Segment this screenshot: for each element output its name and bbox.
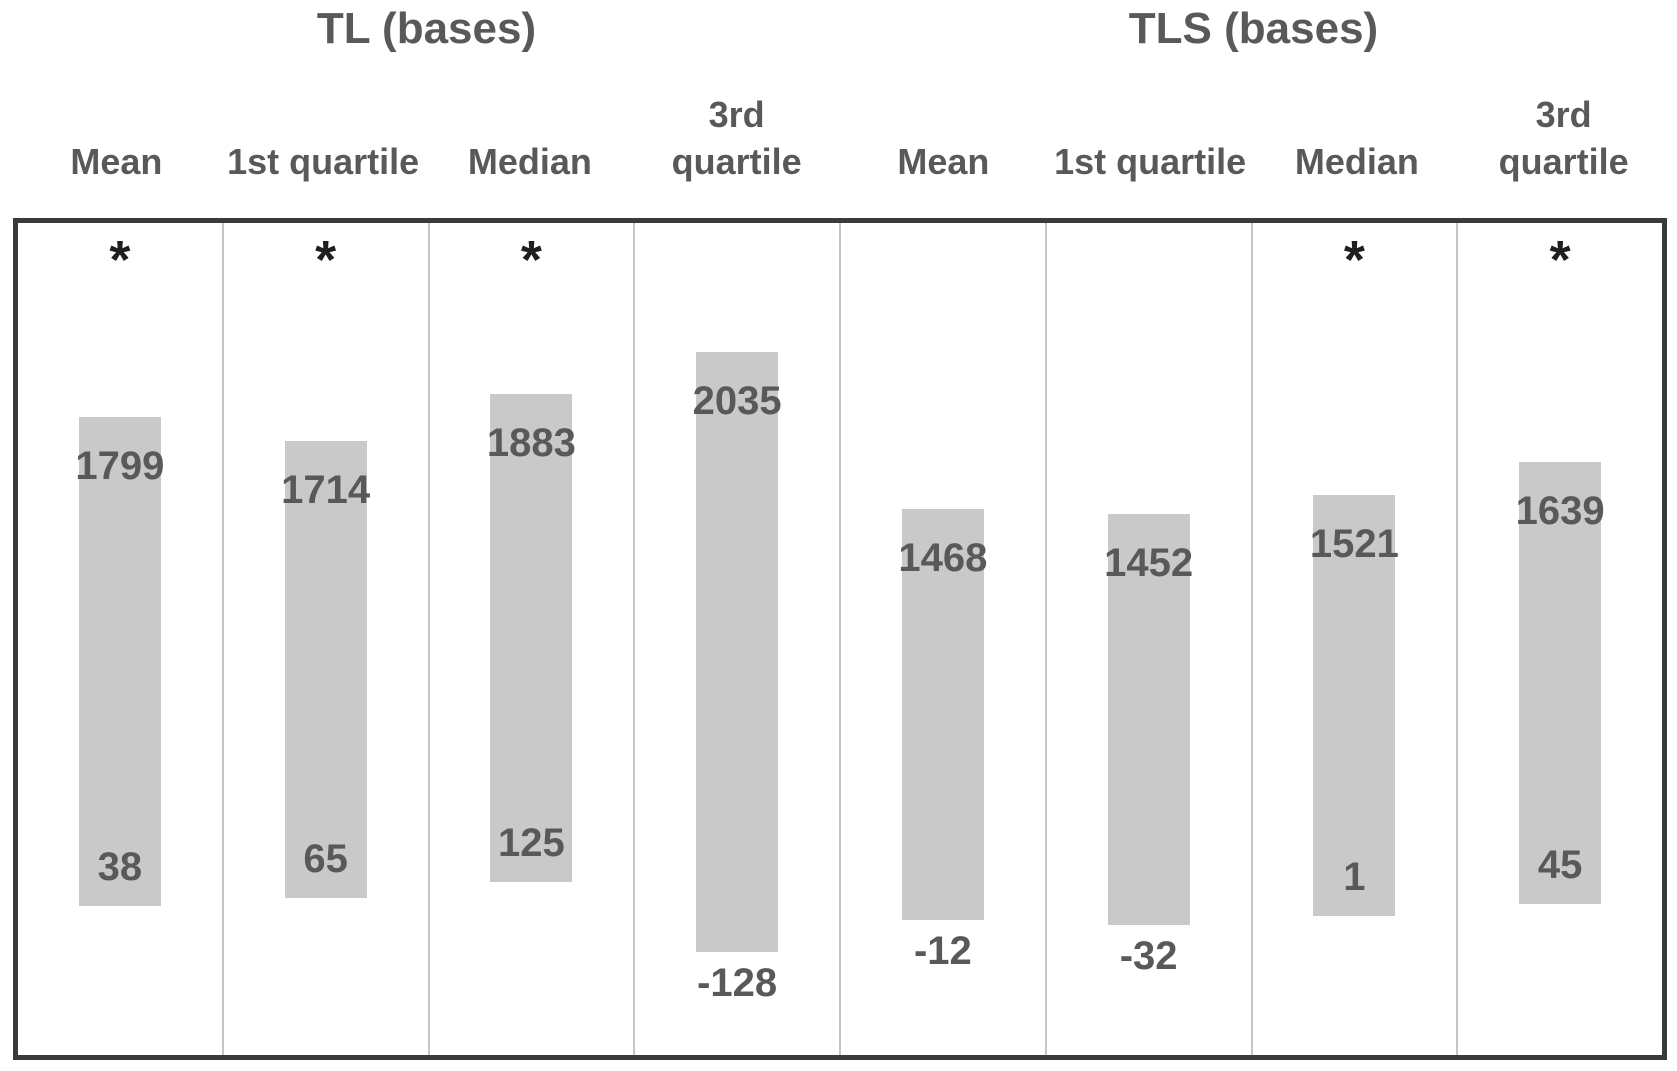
min-value-label: 125 — [498, 820, 565, 865]
range-bar — [284, 440, 367, 899]
max-value-label: 1883 — [486, 421, 576, 466]
min-value-label: 45 — [1537, 842, 1583, 887]
chart-column: * 1521 1 — [1253, 223, 1459, 1055]
significance-asterisk: * — [109, 230, 131, 290]
range-bar — [901, 509, 984, 920]
group-title-tl: TL (bases) — [316, 4, 537, 53]
column-header: 3rd quartile — [1498, 93, 1629, 183]
max-value-label: 2035 — [692, 378, 782, 423]
chart-column: * 1714 65 — [224, 223, 430, 1055]
range-bar — [696, 351, 779, 952]
column-header: 3rd quartile — [671, 93, 802, 183]
max-value-label: 1639 — [1515, 488, 1605, 533]
range-bar — [1107, 513, 1190, 926]
column-header: 1st quartile — [227, 141, 420, 183]
range-bar — [490, 394, 573, 882]
min-value-label: 38 — [97, 844, 143, 889]
chart-column: * 1883 125 — [430, 223, 636, 1055]
significance-asterisk: * — [315, 230, 337, 290]
chart-column: 1468 -12 — [841, 223, 1047, 1055]
chart-column: * 1799 38 — [18, 223, 224, 1055]
max-value-label: 1452 — [1104, 540, 1194, 585]
chart-column: 2035 -128 — [635, 223, 841, 1055]
range-bar — [1313, 494, 1396, 917]
significance-asterisk: * — [520, 230, 542, 290]
min-value-label: -128 — [697, 960, 778, 1005]
significance-asterisk: * — [1343, 230, 1365, 290]
max-value-label: 1521 — [1309, 521, 1399, 566]
column-header: Mean — [70, 141, 163, 183]
min-value-label: -32 — [1119, 934, 1178, 979]
min-value-label: 65 — [303, 837, 348, 882]
range-bar — [78, 417, 161, 906]
column-header: 1st quartile — [1054, 141, 1247, 183]
column-header: Mean — [897, 141, 990, 183]
max-value-label: 1468 — [898, 536, 988, 581]
max-value-label: 1799 — [75, 444, 165, 489]
significance-asterisk: * — [1549, 230, 1571, 290]
min-value-label: -12 — [913, 928, 972, 973]
group-title-tls: TLS (bases) — [1128, 4, 1379, 53]
range-bar — [1519, 461, 1602, 904]
min-value-label: 1 — [1343, 855, 1366, 900]
column-header: Median — [467, 141, 592, 183]
chart-column: 1452 -32 — [1047, 223, 1253, 1055]
column-header: Median — [1294, 141, 1419, 183]
column-headers: Mean 1st quartile Median 3rd quartile Mean 1s… — [0, 78, 1677, 186]
chart-column: * 1639 45 — [1458, 223, 1662, 1055]
plot-area: * 1799 38 * 1714 65 * 1883 125 2035 -128 1468 -12 145… — [13, 218, 1667, 1060]
max-value-label: 1714 — [281, 467, 371, 512]
